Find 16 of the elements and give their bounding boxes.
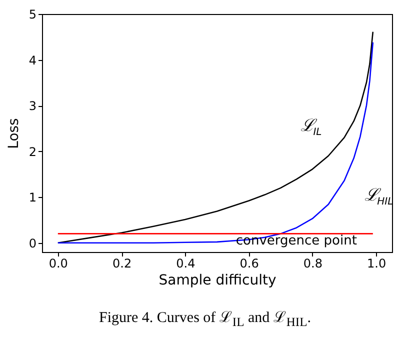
y-tick-label: 5 — [28, 8, 36, 22]
y-tick-label: 2 — [28, 144, 36, 159]
series-label: convergence point — [236, 234, 357, 249]
y-tick-label: 3 — [28, 99, 36, 114]
x-tick-label: 1.0 — [367, 256, 386, 270]
x-tick-label: 0.2 — [112, 256, 132, 270]
x-tick-label: 0.6 — [240, 256, 259, 270]
x-tick-label: 0.0 — [48, 256, 68, 270]
y-tick-label: 1 — [28, 190, 36, 205]
y-tick-label: 4 — [28, 53, 36, 68]
caption: Figure 4. Curves of ℒ$_{IL}$ and ℒ$_{HIL}$. — [98, 309, 312, 330]
x-axis-title: Sample difficulty — [158, 272, 276, 288]
y-axis-title: Loss — [6, 118, 22, 149]
y-tick-label: 0 — [28, 236, 36, 250]
x-tick-label: 0.8 — [303, 256, 322, 270]
x-tick-label: 0.4 — [176, 256, 196, 270]
